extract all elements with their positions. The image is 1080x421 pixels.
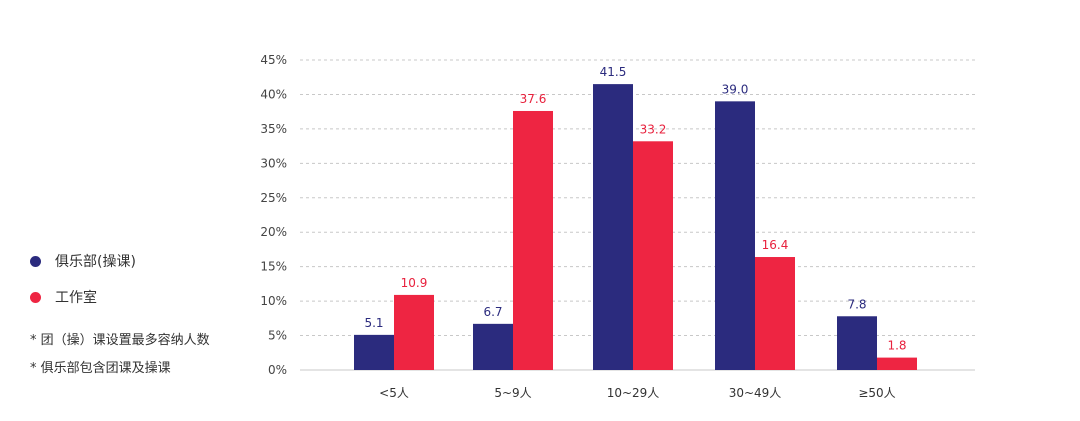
note-club-scope: * 俱乐部包含团课及操课 [30, 361, 171, 376]
legend: 俱乐部(操课) 工作室 [30, 250, 270, 322]
y-tick-label-6: 30% [260, 156, 287, 170]
x-tick-label-1: 5~9人 [494, 386, 531, 400]
y-tick-label-9: 45% [260, 53, 287, 67]
value-label-club-3: 39.0 [722, 82, 749, 96]
bar-club-2 [593, 84, 633, 370]
bar-studio-3 [755, 257, 795, 370]
y-tick-label-7: 35% [260, 122, 287, 136]
bar-studio-4 [877, 357, 917, 370]
bar-club-0 [354, 334, 394, 370]
y-tick-label-0: 0% [268, 363, 287, 377]
value-label-studio-4: 1.8 [887, 339, 906, 353]
x-tick-label-3: 30~49人 [729, 386, 782, 400]
note-capacity: * 团（操）课设置最多容纳人数 [30, 333, 210, 348]
value-label-studio-0: 10.9 [401, 276, 428, 290]
y-axis: 0% 5% 10% 15% 20% 25% 30% 35% 40% 45% [260, 53, 287, 377]
x-tick-label-2: 10~29人 [607, 386, 660, 400]
value-label-club-1: 6.7 [483, 305, 502, 319]
y-tick-label-4: 20% [260, 225, 287, 239]
notes: * 团（操）课设置最多容纳人数 * 俱乐部包含团课及操课 [30, 330, 270, 386]
legend-label-studio: 工作室 [55, 290, 97, 306]
x-axis: <5人 5~9人 10~29人 30~49人 ≥50人 [379, 386, 896, 400]
value-labels: 5.1 10.9 6.7 37.6 41.5 33.2 39.0 16.4 7.8 1.8 [364, 65, 906, 352]
y-tick-label-2: 10% [260, 294, 287, 308]
value-label-studio-2: 33.2 [640, 122, 667, 136]
legend-item-club: 俱乐部(操课) [30, 250, 270, 272]
value-label-club-2: 41.5 [600, 65, 627, 79]
value-label-club-0: 5.1 [364, 316, 383, 330]
legend-label-club: 俱乐部(操课) [55, 254, 136, 270]
bar-club-1 [473, 323, 513, 370]
value-label-club-4: 7.8 [847, 297, 866, 311]
value-label-studio-1: 37.6 [520, 92, 547, 106]
bar-studio-2 [633, 141, 673, 370]
y-tick-label-8: 40% [260, 87, 287, 101]
bar-studio-0 [394, 294, 434, 370]
bars [354, 84, 917, 370]
y-tick-label-3: 15% [260, 260, 287, 274]
x-tick-label-0: <5人 [379, 386, 409, 400]
bar-club-4 [837, 316, 877, 370]
bar-club-3 [715, 101, 755, 370]
legend-item-studio: 工作室 [30, 286, 270, 308]
value-label-studio-3: 16.4 [762, 238, 789, 252]
x-tick-label-4: ≥50人 [858, 386, 895, 400]
y-tick-label-1: 5% [268, 329, 287, 343]
legend-swatch-club [30, 255, 41, 267]
legend-swatch-studio [30, 291, 41, 303]
y-tick-label-5: 25% [260, 191, 287, 205]
bar-studio-1 [513, 110, 553, 370]
